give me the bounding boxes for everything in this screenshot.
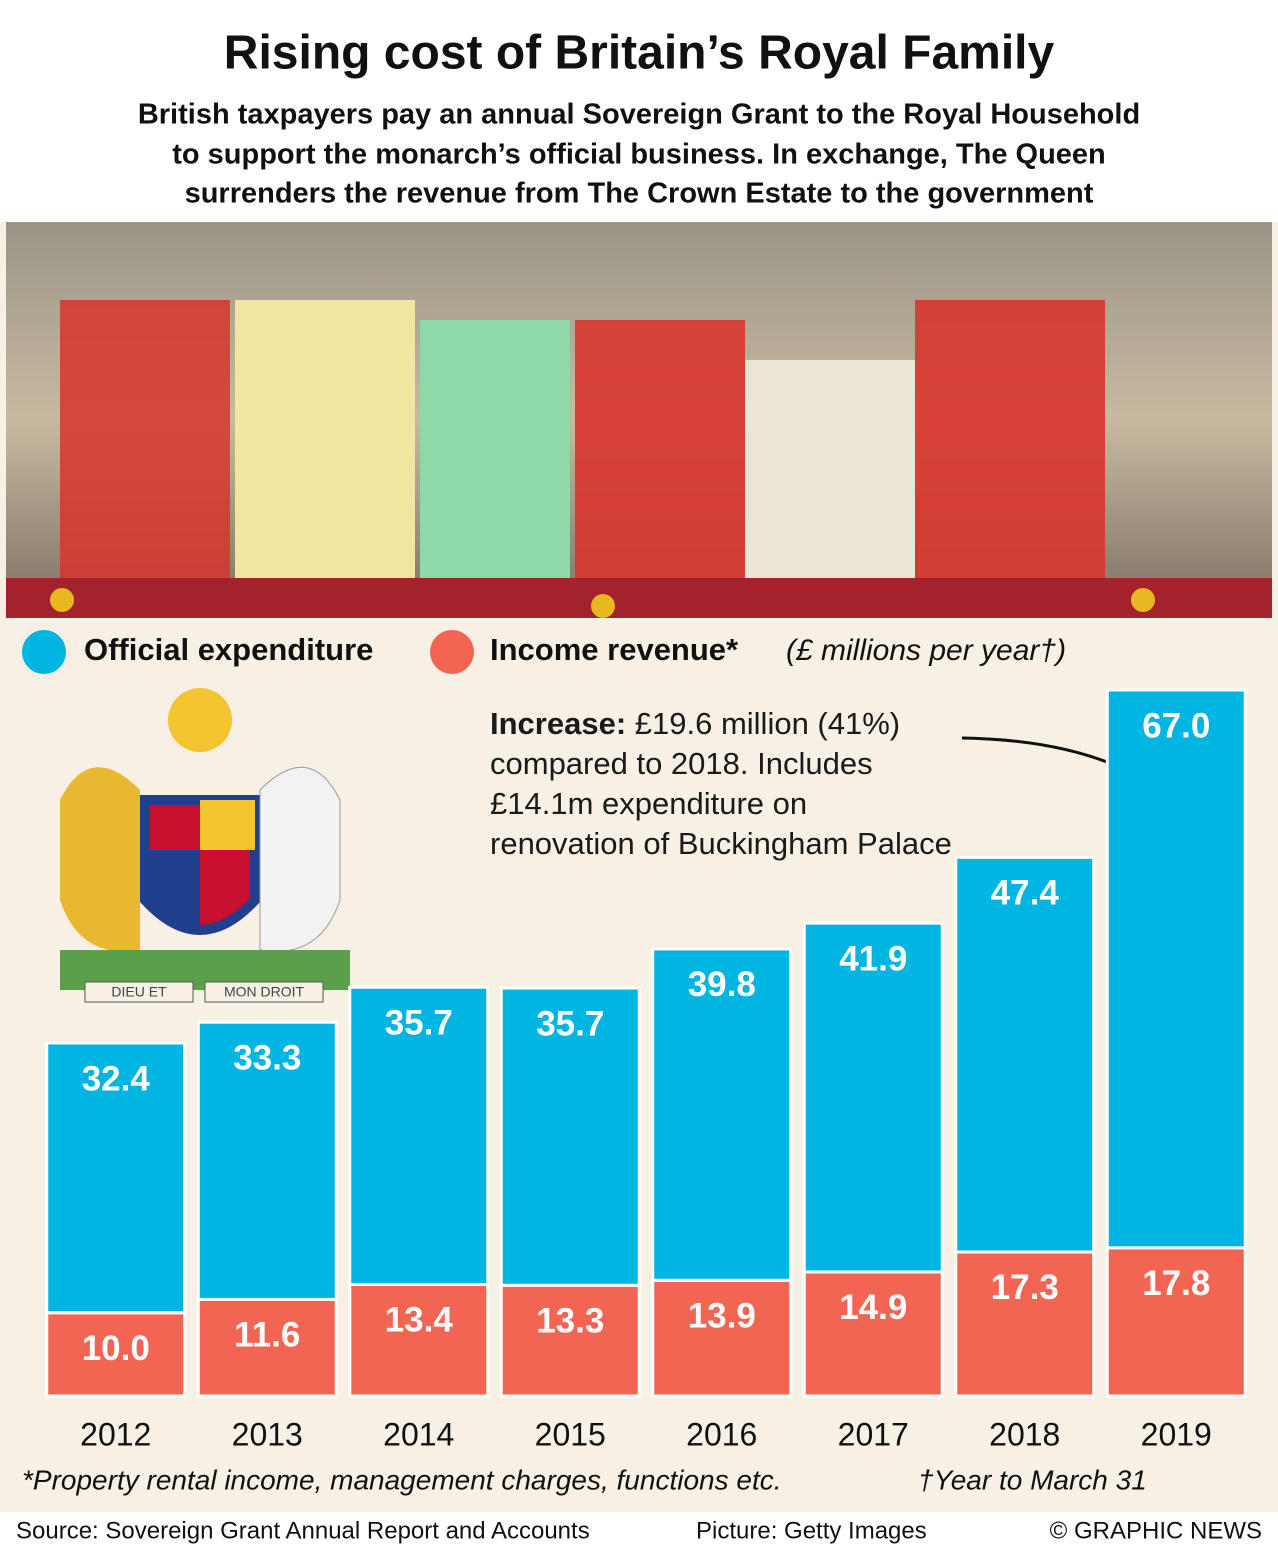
coat-of-arms: DIEU ET MON DROIT — [60, 688, 350, 1003]
photo — [6, 222, 1272, 618]
x-tick-label: 2012 — [80, 1416, 151, 1452]
footnote: †Year to March 31 — [918, 1464, 1147, 1495]
bar — [651, 947, 793, 1282]
x-tick-label: 2018 — [989, 1416, 1060, 1452]
value-label: 67.0 — [1142, 706, 1210, 745]
subtitle: surrenders the revenue from The Crown Es… — [185, 178, 1094, 210]
value-label: 35.7 — [385, 1003, 453, 1042]
value-label: 35.7 — [536, 1004, 604, 1043]
footnote: *Property rental income, management char… — [22, 1464, 782, 1495]
motto: DIEU ET — [111, 984, 167, 1000]
value-label: 17.3 — [991, 1268, 1059, 1307]
legend-swatch — [430, 630, 474, 674]
value-label: 11.6 — [234, 1316, 300, 1355]
annotation-text: £19.6 million (41%) compared to 2018. In… — [490, 706, 952, 861]
x-tick-label: 2017 — [838, 1416, 909, 1452]
picture-credit: Picture: Getty Images — [696, 1517, 927, 1544]
bar — [499, 986, 641, 1287]
subtitle: British taxpayers pay an annual Sovereig… — [138, 99, 1140, 131]
value-label: 13.3 — [536, 1302, 604, 1341]
legend-swatch — [22, 630, 66, 674]
bar — [954, 1250, 1096, 1398]
bar — [348, 985, 490, 1286]
footer-bg — [0, 1512, 1278, 1562]
annotation-label: Increase: — [490, 706, 627, 741]
units-note: (£ millions per year†) — [786, 634, 1066, 667]
x-tick-label: 2019 — [1141, 1416, 1212, 1452]
chart-title: Rising cost of Britain’s Royal Family — [224, 27, 1055, 80]
bar — [802, 921, 944, 1274]
bar — [651, 1278, 793, 1398]
motto: MON DROIT — [224, 984, 305, 1000]
x-tick-label: 2015 — [535, 1416, 606, 1452]
x-tick-label: 2016 — [686, 1416, 757, 1452]
bar — [45, 1041, 187, 1315]
x-tick-label: 2013 — [232, 1416, 303, 1452]
bar — [954, 855, 1096, 1254]
credit: © GRAPHIC NEWS — [1050, 1517, 1262, 1544]
value-label: 47.4 — [991, 874, 1060, 913]
bar — [802, 1270, 944, 1398]
bar — [348, 1282, 490, 1398]
bar — [1105, 1246, 1247, 1398]
value-label: 32.4 — [82, 1059, 151, 1098]
subtitle: to support the monarch’s official busine… — [172, 139, 1106, 171]
legend-label: Income revenue* — [490, 632, 739, 667]
bar — [45, 1311, 187, 1398]
bar — [196, 1297, 338, 1398]
source: Source: Sovereign Grant Annual Report an… — [16, 1517, 590, 1544]
bar — [499, 1283, 641, 1398]
x-tick-label: 2014 — [383, 1416, 454, 1452]
bar — [1105, 688, 1247, 1250]
value-label: 41.9 — [839, 939, 907, 978]
legend-label: Official expenditure — [84, 632, 373, 667]
value-label: 13.4 — [385, 1301, 454, 1340]
value-label: 17.8 — [1142, 1264, 1210, 1303]
header-bg — [0, 0, 1278, 222]
value-label: 10.0 — [82, 1329, 150, 1368]
bar — [196, 1020, 338, 1301]
value-label: 13.9 — [688, 1297, 756, 1336]
value-label: 14.9 — [839, 1288, 907, 1327]
value-label: 33.3 — [233, 1038, 301, 1077]
annotation: Increase: £19.6 million (41%) compared t… — [490, 704, 960, 864]
value-label: 39.8 — [688, 965, 756, 1004]
